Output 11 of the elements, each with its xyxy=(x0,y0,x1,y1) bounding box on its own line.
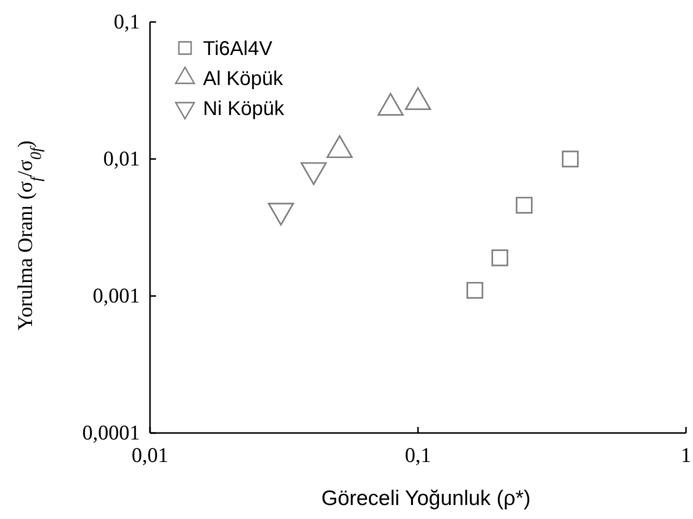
x-tick-label: 1 xyxy=(680,442,692,467)
legend-label: Ti6Al4V xyxy=(203,38,273,60)
y-tick-label: 0,1 xyxy=(114,10,140,34)
legend-label: Al Köpük xyxy=(203,68,284,90)
x-tick-label: 0,01 xyxy=(132,442,168,467)
y-tick-label: 0,01 xyxy=(103,146,140,171)
x-axis-title: Göreceli Yoğunluk (ρ*) xyxy=(321,487,531,510)
y-tick-label: 0,001 xyxy=(92,284,140,308)
y-tick-label: 0,0001 xyxy=(82,420,140,445)
legend-label: Ni Köpük xyxy=(203,98,286,120)
x-tick-label: 0,1 xyxy=(404,442,432,467)
